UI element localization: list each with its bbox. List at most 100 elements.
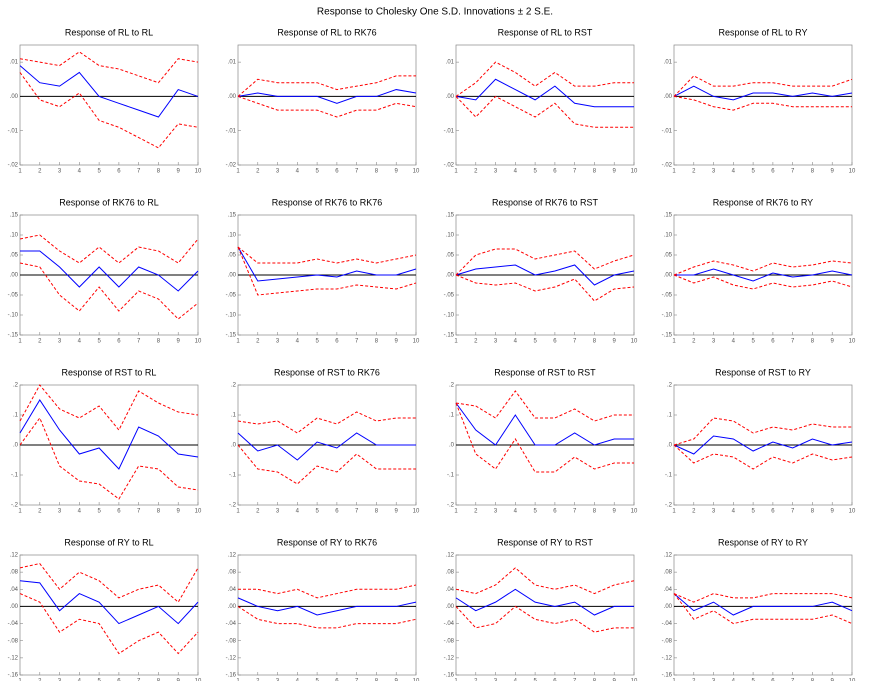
response-line xyxy=(673,593,853,616)
y-tick-label: .08 xyxy=(10,570,19,576)
y-tick-label: -.12 xyxy=(8,655,19,661)
x-tick-label: 10 xyxy=(849,339,856,345)
y-tick-label: -.04 xyxy=(8,621,19,627)
x-tick-label: 3 xyxy=(58,339,62,345)
band-line xyxy=(455,605,634,633)
y-tick-label: -.04 xyxy=(662,621,673,627)
x-tick-label: 4 xyxy=(296,509,300,515)
x-tick-label: 9 xyxy=(613,169,617,175)
x-tick-label: 2 xyxy=(256,679,260,681)
x-tick-label: 2 xyxy=(38,169,42,175)
panel-title: Response of RK76 to RY xyxy=(713,197,813,207)
x-tick-label: 1 xyxy=(236,339,240,345)
panel-title: Response of RK76 to RST xyxy=(492,197,599,207)
x-tick-label: 10 xyxy=(849,169,856,175)
x-tick-label: 9 xyxy=(613,339,617,345)
y-tick-label: .01 xyxy=(10,60,19,66)
band-line xyxy=(237,95,417,118)
response-line xyxy=(19,65,199,118)
x-tick-label: 8 xyxy=(593,509,597,515)
y-tick-label: -.05 xyxy=(662,293,673,299)
x-tick-label: 10 xyxy=(413,169,420,175)
y-tick-label: -.1 xyxy=(665,473,673,479)
band-line xyxy=(673,417,852,446)
band-line xyxy=(237,246,417,264)
x-tick-label: 10 xyxy=(195,509,202,515)
x-tick-label: 5 xyxy=(97,679,101,681)
x-tick-label: 3 xyxy=(276,679,280,681)
x-tick-label: 6 xyxy=(771,509,775,515)
response-line xyxy=(237,432,416,461)
y-tick-label: .2 xyxy=(449,383,455,389)
y-tick-label: .00 xyxy=(10,94,19,100)
x-tick-label: 5 xyxy=(751,169,755,175)
x-tick-label: 8 xyxy=(157,339,161,345)
band-line xyxy=(19,262,199,320)
x-tick-label: 1 xyxy=(454,679,458,681)
band-line xyxy=(673,274,853,290)
band-line xyxy=(455,61,634,97)
response-line xyxy=(673,435,853,455)
y-tick-label: -.16 xyxy=(662,673,673,679)
response-line xyxy=(674,268,853,282)
x-tick-label: 9 xyxy=(395,169,399,175)
x-tick-label: 4 xyxy=(78,509,82,515)
x-tick-label: 9 xyxy=(395,509,399,515)
x-tick-label: 8 xyxy=(593,339,597,345)
band-line xyxy=(673,444,853,470)
y-tick-label: -.05 xyxy=(8,293,19,299)
x-tick-label: 5 xyxy=(315,679,319,681)
response-line xyxy=(237,597,417,616)
x-tick-label: 10 xyxy=(631,679,638,681)
band-line xyxy=(673,593,853,625)
y-tick-label: -.12 xyxy=(662,655,673,661)
x-tick-label: 8 xyxy=(811,339,815,345)
x-tick-label: 5 xyxy=(533,169,537,175)
x-tick-label: 3 xyxy=(494,169,498,175)
y-tick-label: .1 xyxy=(449,413,455,419)
y-tick-label: -.05 xyxy=(226,293,237,299)
x-tick-label: 1 xyxy=(18,509,22,515)
y-tick-label: -.12 xyxy=(226,655,237,661)
x-tick-label: 8 xyxy=(157,509,161,515)
x-tick-label: 7 xyxy=(791,169,795,175)
y-tick-label: .01 xyxy=(446,60,455,66)
x-tick-label: 3 xyxy=(276,169,280,175)
x-tick-label: 7 xyxy=(355,339,359,345)
x-tick-label: 2 xyxy=(38,509,42,515)
y-tick-label: -.10 xyxy=(8,313,19,319)
y-tick-label: -.08 xyxy=(226,638,237,644)
x-tick-label: 8 xyxy=(593,169,597,175)
x-tick-label: 3 xyxy=(494,679,498,681)
y-tick-label: .04 xyxy=(664,587,673,593)
x-tick-label: 8 xyxy=(593,679,597,681)
panel-title: Response of RY to RST xyxy=(497,537,593,547)
y-tick-label: .00 xyxy=(664,94,673,100)
y-tick-label: .08 xyxy=(664,570,673,576)
y-tick-label: -.02 xyxy=(226,163,237,169)
x-tick-label: 2 xyxy=(256,339,260,345)
x-tick-label: 9 xyxy=(177,339,181,345)
x-tick-label: 10 xyxy=(195,169,202,175)
x-tick-label: 6 xyxy=(117,509,121,515)
y-tick-label: -.2 xyxy=(447,503,455,509)
x-tick-label: 10 xyxy=(849,509,856,515)
y-tick-label: .01 xyxy=(664,60,673,66)
x-tick-label: 3 xyxy=(494,509,498,515)
panel-title: Response of RY to RL xyxy=(64,537,153,547)
band-line xyxy=(237,444,416,485)
y-tick-label: .1 xyxy=(231,413,237,419)
panel-title: Response of RK76 to RL xyxy=(59,197,159,207)
panel-title: Response of RK76 to RK76 xyxy=(272,197,383,207)
y-tick-label: .01 xyxy=(228,60,237,66)
x-tick-label: 1 xyxy=(672,679,676,681)
x-tick-label: 6 xyxy=(335,169,339,175)
panel-title: Response of RL to RY xyxy=(718,27,807,37)
x-tick-label: 10 xyxy=(195,679,202,681)
y-tick-label: .04 xyxy=(446,587,455,593)
y-tick-label: .00 xyxy=(664,273,673,279)
x-tick-label: 7 xyxy=(355,509,359,515)
band-line xyxy=(455,402,634,473)
y-tick-label: -.01 xyxy=(8,128,19,134)
band-line xyxy=(19,384,199,431)
